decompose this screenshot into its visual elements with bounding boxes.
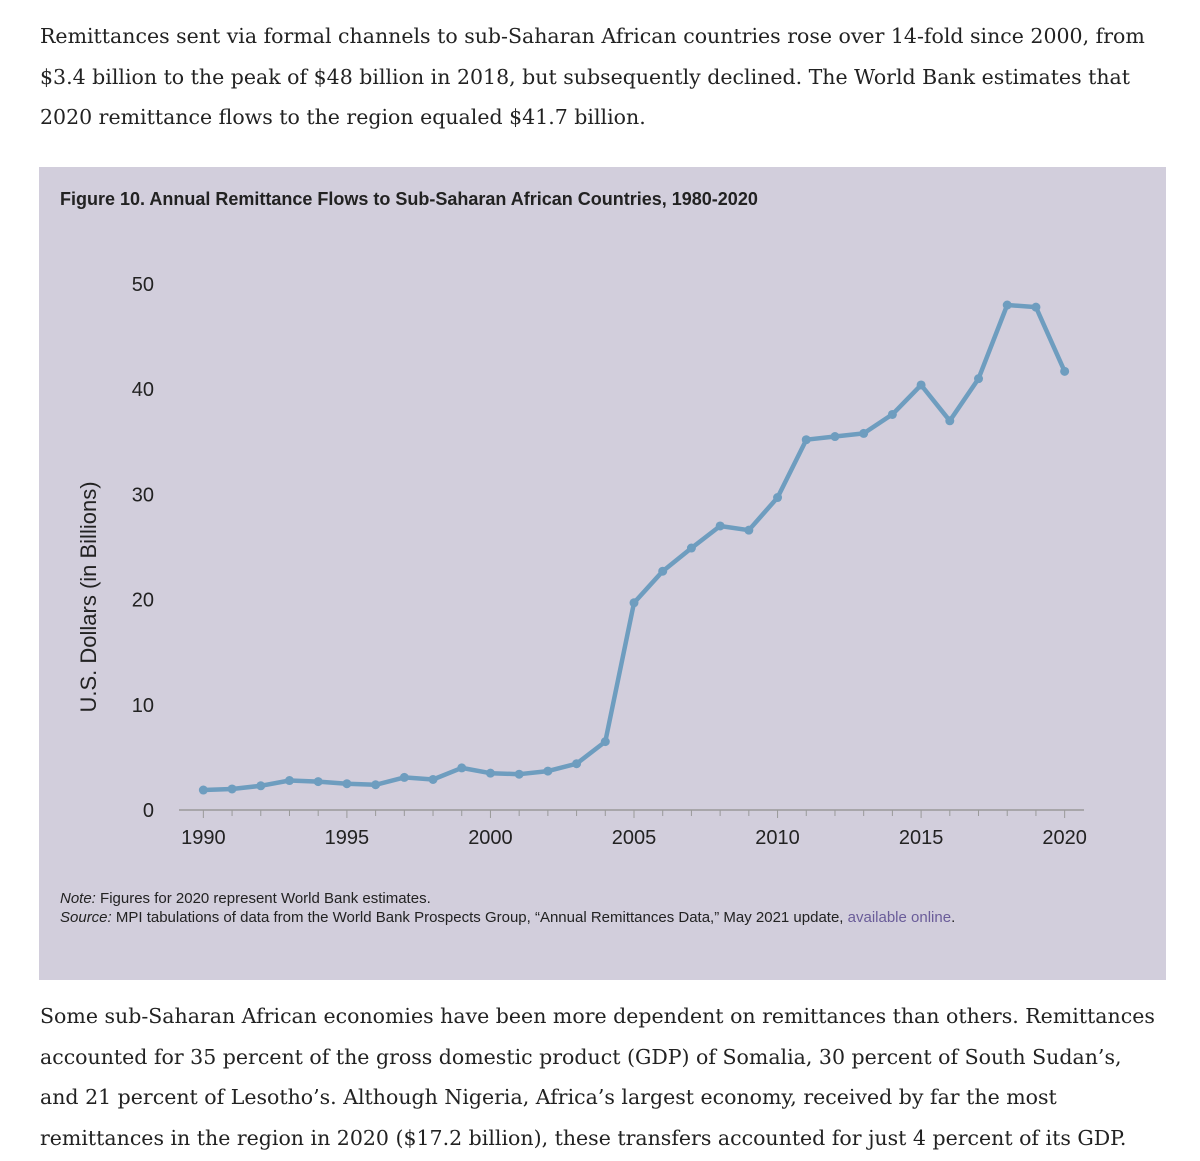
line-chart: 1990 1995 2000 2005 2010 2015 2020 0 10 20 30 40 50 U… <box>76 274 1087 849</box>
data-point <box>830 432 840 442</box>
data-point <box>629 598 639 608</box>
data-point <box>801 435 811 445</box>
x-tick-label: 2020 <box>1042 827 1087 849</box>
data-point <box>543 766 553 776</box>
y-tick-label: 40 <box>132 379 154 401</box>
note-text: Figures for 2020 represent World Bank es… <box>95 890 431 907</box>
source-line: Source: MPI tabulations of data from the… <box>60 908 955 927</box>
note-line: Note: Figures for 2020 represent World B… <box>60 889 955 908</box>
data-point <box>428 774 438 784</box>
data-point <box>887 409 897 419</box>
y-tick-label: 0 <box>143 800 154 822</box>
data-point <box>974 374 984 384</box>
data-point <box>485 768 495 778</box>
data-point <box>916 380 926 390</box>
y-tick-label: 20 <box>132 590 154 612</box>
x-tick-label: 1990 <box>181 827 226 849</box>
data-point <box>313 777 323 787</box>
data-point <box>284 776 294 786</box>
x-tick-label: 2005 <box>612 827 657 849</box>
source-link[interactable]: available online <box>847 909 952 926</box>
data-point <box>256 781 266 791</box>
data-point <box>945 416 955 426</box>
y-tick-label: 30 <box>132 484 154 506</box>
data-point <box>371 780 381 790</box>
data-point <box>399 772 409 782</box>
figure-panel: Figure 10. Annual Remittance Flows to Su… <box>39 167 1166 980</box>
x-tick-label: 1995 <box>325 827 370 849</box>
x-tick-label: 2010 <box>755 827 800 849</box>
x-tick-label: 2000 <box>468 827 513 849</box>
data-point <box>859 428 869 438</box>
source-label: Source: <box>60 909 112 926</box>
data-point <box>1031 302 1041 312</box>
x-tick-label: 2015 <box>899 827 944 849</box>
data-point <box>715 521 725 531</box>
data-point <box>572 759 582 769</box>
y-tick-label: 50 <box>132 274 154 296</box>
figure-notes: Note: Figures for 2020 represent World B… <box>60 889 955 927</box>
data-point <box>457 763 467 773</box>
intro-paragraph: Remittances sent via formal channels to … <box>40 24 1145 129</box>
data-point <box>514 769 524 779</box>
data-point <box>600 737 610 747</box>
data-point <box>1060 366 1070 376</box>
body-paragraph: Some sub-Saharan African economies have … <box>40 1004 1155 1150</box>
data-point <box>658 566 668 576</box>
note-label: Note: <box>60 890 96 907</box>
source-end: . <box>951 909 956 926</box>
data-point <box>773 493 783 503</box>
data-point <box>1002 300 1012 310</box>
source-text: MPI tabulations of data from the World B… <box>111 909 848 926</box>
y-tick-label: 10 <box>132 695 154 717</box>
figure-title: Figure 10. Annual Remittance Flows to Su… <box>60 189 758 209</box>
data-point <box>342 779 352 789</box>
series-line <box>201 302 1067 793</box>
data-point <box>227 784 237 794</box>
data-point <box>744 525 754 535</box>
data-point <box>198 785 208 795</box>
data-point <box>686 543 696 553</box>
y-axis-label: U.S. Dollars (in Billions) <box>76 481 101 712</box>
